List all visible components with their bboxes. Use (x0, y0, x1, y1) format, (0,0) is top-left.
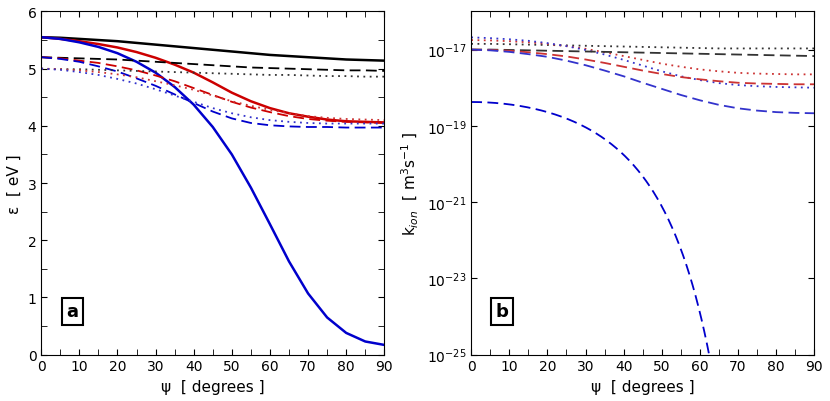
Text: b: b (496, 303, 509, 320)
X-axis label: ψ  [ degrees ]: ψ [ degrees ] (161, 379, 265, 394)
Y-axis label: ε  [ eV ]: ε [ eV ] (7, 154, 22, 213)
Text: a: a (66, 303, 78, 320)
Y-axis label: k$_{ion}$  [ m$^{3}$s$^{-1}$ ]: k$_{ion}$ [ m$^{3}$s$^{-1}$ ] (400, 132, 421, 236)
X-axis label: ψ  [ degrees ]: ψ [ degrees ] (591, 379, 695, 394)
